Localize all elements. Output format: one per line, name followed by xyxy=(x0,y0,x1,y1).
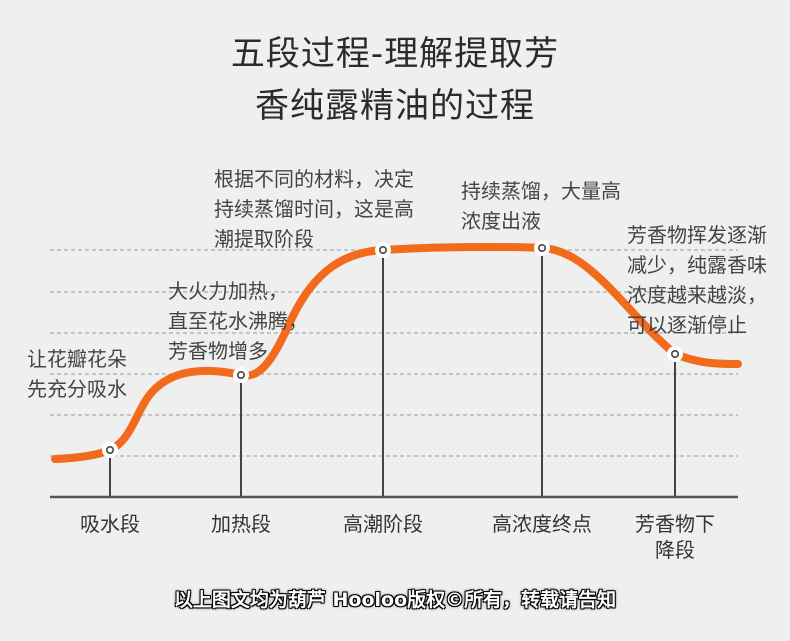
stage-label-line: 高浓度终点 xyxy=(492,512,592,536)
process-curve xyxy=(51,242,742,463)
annotation-line: 持续蒸馏，大量高 xyxy=(461,179,621,203)
stage-label-heating: 加热段 xyxy=(201,511,281,537)
annotation-absorption: 让花瓣花朵 先充分吸水 xyxy=(27,344,127,404)
annotation-heating: 大火力加热， 直至花水沸腾， 芳香物增多 xyxy=(168,276,308,366)
stage-label-line: 降段 xyxy=(655,538,695,562)
annotation-line: 芳香物挥发逐渐 xyxy=(627,223,767,247)
curve-point xyxy=(375,242,391,258)
diagram-title-line-1: 五段过程-理解提取芳 xyxy=(230,34,560,74)
curve-point xyxy=(102,442,118,458)
stage-label-line: 芳香物下 xyxy=(635,512,715,536)
curve-point xyxy=(534,240,550,256)
annotation-decline: 芳香物挥发逐渐 减少，纯露香味 浓度越来越淡， 可以逐渐停止 xyxy=(627,220,767,340)
annotation-line: 浓度越来越淡， xyxy=(627,283,767,307)
curve-point xyxy=(106,445,115,454)
annotation-line: 潮提取阶段 xyxy=(214,227,314,251)
curve-point xyxy=(378,246,387,255)
annotation-line: 芳香物增多 xyxy=(168,339,268,363)
stage-label-high-concentration-end: 高浓度终点 xyxy=(472,511,612,537)
annotation-line: 直至花水沸腾， xyxy=(168,309,308,333)
annotation-line: 让花瓣花朵 xyxy=(27,347,127,371)
stage-label-line: 加热段 xyxy=(211,512,271,536)
diagram-title-line-2: 香纯露精油的过程 xyxy=(255,86,535,126)
stage-label-decline: 芳香物下 降段 xyxy=(615,511,735,563)
annotation-line: 先充分吸水 xyxy=(27,377,127,401)
stage-label-line: 高潮阶段 xyxy=(343,512,423,536)
annotation-line: 大火力加热， xyxy=(168,279,288,303)
stage-label-line: 吸水段 xyxy=(80,512,140,536)
annotation-line: 减少，纯露香味 xyxy=(627,253,767,277)
annotation-peak: 根据不同的材料，决定 持续蒸馏时间，这是高 潮提取阶段 xyxy=(214,164,414,254)
annotation-high-concentration: 持续蒸馏，大量高 浓度出液 xyxy=(461,176,621,236)
stage-label-peak: 高潮阶段 xyxy=(328,511,438,537)
curve-point xyxy=(670,349,679,358)
annotation-line: 浓度出液 xyxy=(461,209,541,233)
curve-point xyxy=(537,244,546,253)
curve-point xyxy=(667,346,683,362)
annotation-line: 可以逐渐停止 xyxy=(627,313,747,337)
copyright-notice: 以上图文均为葫芦 Hooloo版权©所有，转载请告知 xyxy=(173,589,617,611)
annotation-line: 根据不同的材料，决定 xyxy=(214,167,414,191)
stage-label-absorption: 吸水段 xyxy=(70,511,150,537)
curve-point xyxy=(233,367,249,383)
curve-points xyxy=(102,240,683,458)
curve-point xyxy=(237,370,246,379)
annotation-line: 持续蒸馏时间，这是高 xyxy=(214,197,414,221)
